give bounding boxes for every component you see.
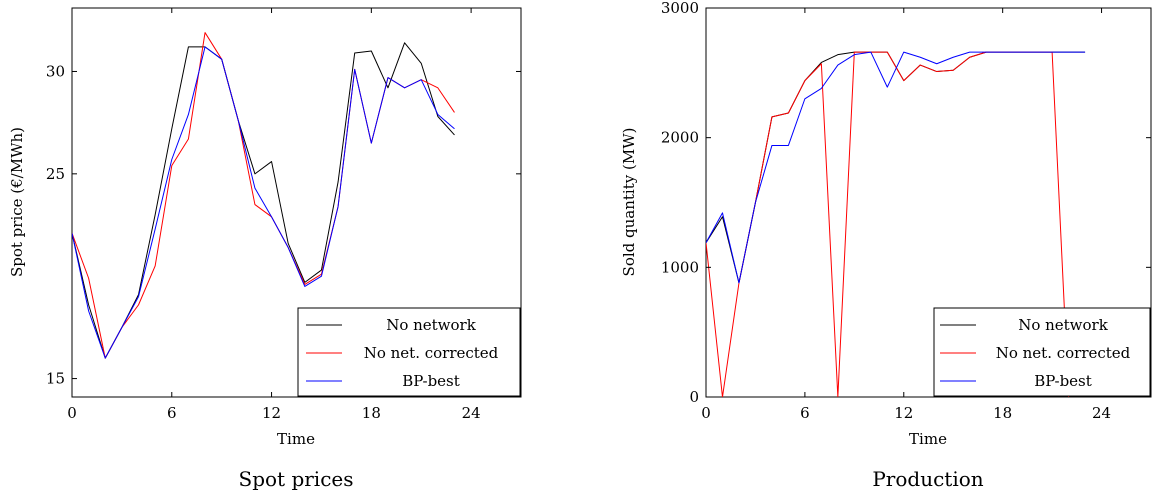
legend-label-no-net-corrected: No net. corrected <box>996 344 1131 362</box>
series-group <box>72 32 455 359</box>
series-line-bp-best <box>706 51 1086 284</box>
legend: No network No net. corrected BP-best <box>933 307 1151 397</box>
series-line-no-network <box>706 51 1086 284</box>
series-line-bp-best <box>72 46 455 359</box>
chart-spot-prices: 0 6 12 18 24 15 25 30 Time Spot price (€/MWh) S… <box>8 7 522 491</box>
x-axis-label: Time <box>277 430 315 448</box>
series-group <box>706 51 1086 397</box>
legend-label-bp-best: BP-best <box>402 372 460 390</box>
x-tick-label: 6 <box>167 404 177 422</box>
y-tick-label: 25 <box>46 165 65 183</box>
y-tick-label: 1000 <box>661 258 699 276</box>
x-tick-label: 0 <box>67 404 77 422</box>
legend-label-bp-best: BP-best <box>1034 372 1092 390</box>
legend-label-no-net-corrected: No net. corrected <box>364 344 499 362</box>
plot-frame <box>71 7 522 398</box>
legend-label-no-network: No network <box>386 316 477 334</box>
y-axis-label: Spot price (€/MWh) <box>8 127 26 277</box>
plot-frame <box>705 7 1152 398</box>
x-tick-label: 24 <box>462 404 481 422</box>
x-tick-label: 18 <box>362 404 381 422</box>
legend-label-no-network: No network <box>1018 316 1109 334</box>
y-tick-label: 15 <box>46 370 65 388</box>
legend: No network No net. corrected BP-best <box>297 307 521 397</box>
x-axis-label: Time <box>909 430 947 448</box>
x-tick-label: 18 <box>993 404 1012 422</box>
y-tick-label: 3000 <box>661 0 699 17</box>
y-tick-label: 0 <box>689 388 699 406</box>
y-tick-label: 2000 <box>661 129 699 147</box>
series-line-no-network <box>72 42 455 359</box>
y-axis-label: Sold quantity (MW) <box>620 128 638 277</box>
chart-production: 0 6 12 18 24 0 1000 2000 3000 Time Sold quantity… <box>620 0 1152 491</box>
x-tick-label: 12 <box>262 404 281 422</box>
x-tick-label: 6 <box>800 404 810 422</box>
x-tick-label: 0 <box>701 404 711 422</box>
chart-caption: Spot prices <box>239 467 354 491</box>
x-tick-label: 24 <box>1092 404 1111 422</box>
y-tick-label: 30 <box>46 62 65 80</box>
x-tick-label: 12 <box>894 404 913 422</box>
chart-caption: Production <box>872 467 983 491</box>
